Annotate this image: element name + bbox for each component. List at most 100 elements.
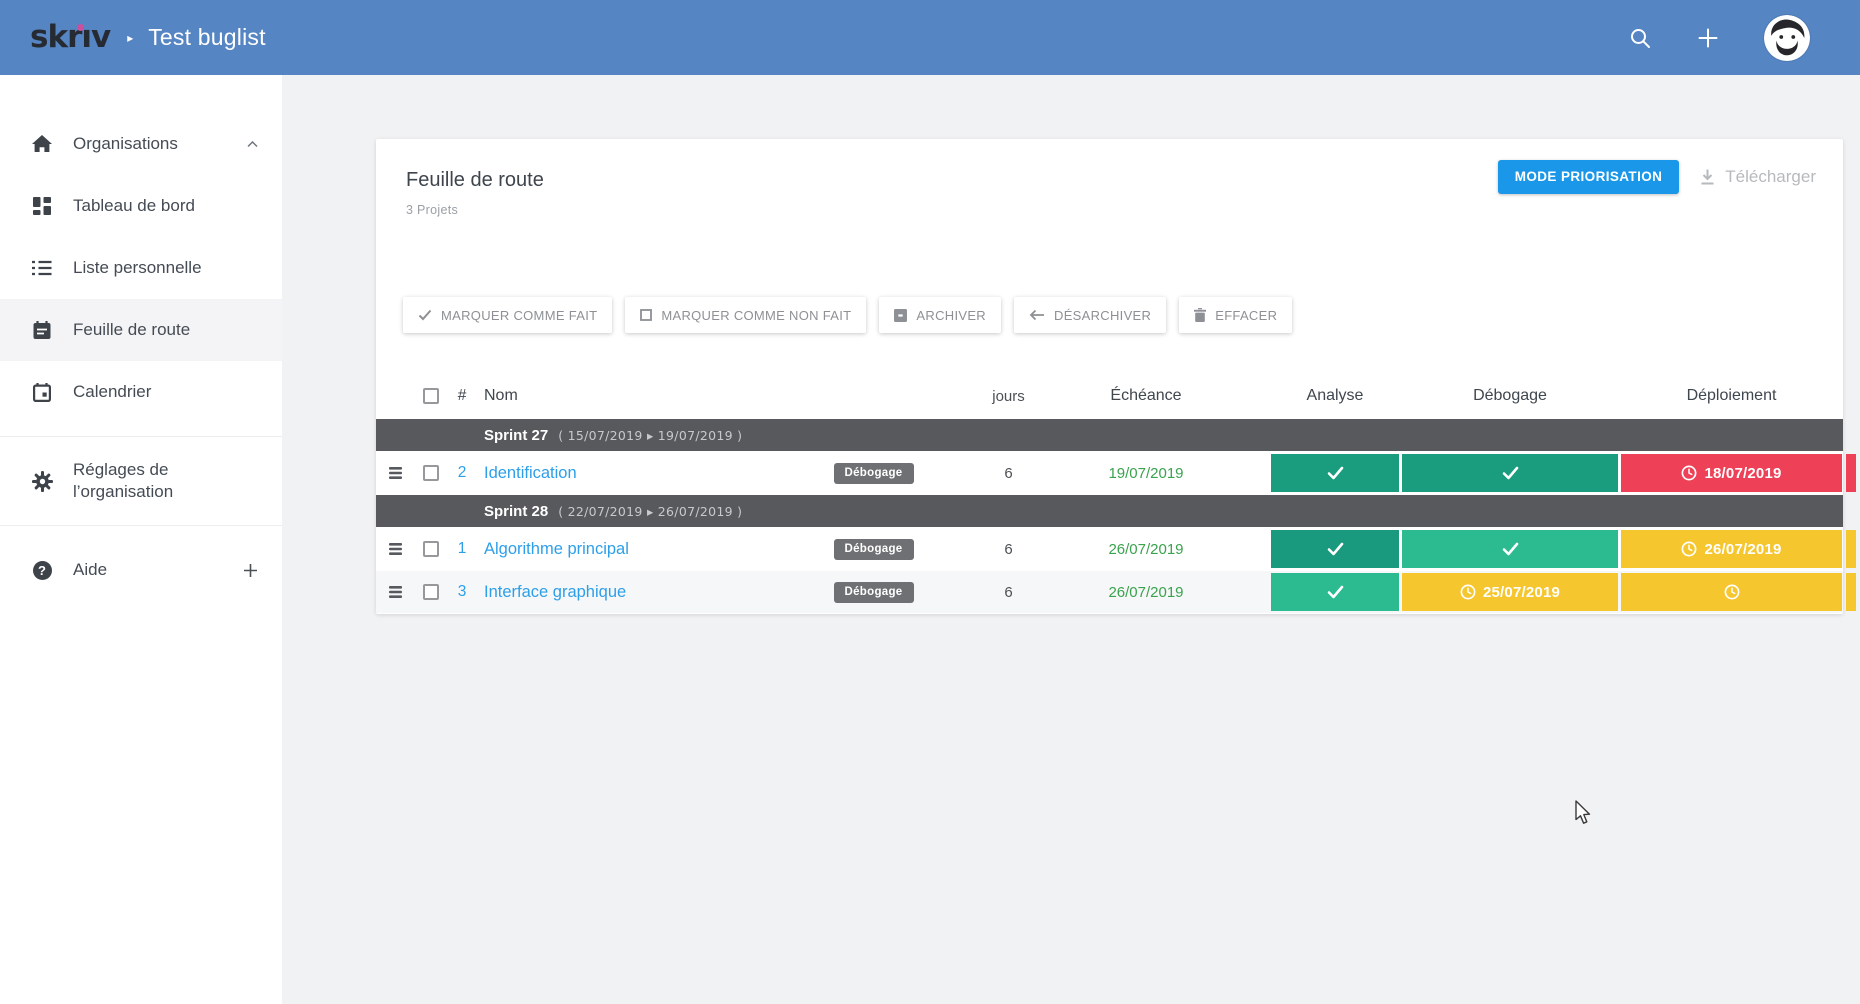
row-number[interactable]: 1	[457, 540, 467, 557]
row-checkbox[interactable]	[423, 541, 439, 557]
desarchiver-button[interactable]: DÉSARCHIVER	[1014, 297, 1167, 333]
analyse-status-cell[interactable]	[1271, 573, 1399, 611]
action-label: MARQUER COMME FAIT	[441, 307, 598, 323]
trash-icon	[1194, 308, 1207, 322]
status-badge: Débogage	[833, 581, 914, 603]
add-icon[interactable]	[1696, 26, 1720, 50]
topbar-actions	[1628, 14, 1860, 61]
plus-icon	[243, 563, 258, 578]
status-badge: Débogage	[833, 462, 914, 484]
sprint-name: Sprint 27	[484, 426, 549, 444]
sidebar-item-reglages-de-l-organisation[interactable]: Réglages de l’organisation	[0, 450, 282, 512]
sidebar-item-liste-personnelle[interactable]: Liste personnelle	[0, 237, 282, 299]
archiver-button[interactable]: ARCHIVER	[879, 297, 1001, 333]
action-label: ARCHIVER	[916, 307, 986, 323]
bulk-actions: MARQUER COMME FAIT MARQUER COMME NON FAIT…	[403, 297, 1293, 333]
sidebar-item-label: Réglages de l’organisation	[73, 460, 174, 501]
roadmap-card: Feuille de route 3 Projets MODE PRIORISA…	[376, 139, 1856, 614]
sidebar-divider	[0, 436, 282, 437]
col-jours: jours	[992, 387, 1025, 405]
col-analyse: Analyse	[1306, 387, 1364, 404]
app-logo[interactable]: skrıv	[30, 19, 111, 55]
drag-handle-icon[interactable]	[388, 543, 402, 555]
status-date: 26/07/2019	[1704, 540, 1782, 558]
sidebar: Organisations Tableau de bord Liste person…	[0, 75, 282, 1004]
col-echeance: Échéance	[1110, 387, 1182, 404]
download-button[interactable]: Télécharger	[1699, 167, 1816, 187]
chevron-up-icon	[247, 140, 258, 148]
col-debogage: Débogage	[1473, 387, 1547, 404]
home-icon	[30, 135, 54, 153]
sprint-header-row: Sprint 28 ( 22/07/2019 ▸ 26/07/2019 )	[376, 495, 1843, 527]
row-checkbox[interactable]	[423, 584, 439, 600]
status-date: 18/07/2019	[1704, 464, 1782, 482]
analyse-status-cell[interactable]	[1271, 454, 1399, 492]
user-avatar[interactable]	[1764, 14, 1810, 61]
sidebar-item-calendrier[interactable]: Calendrier	[0, 361, 282, 423]
project-count: 3 Projets	[406, 203, 459, 217]
arrow-left-icon	[1029, 309, 1045, 321]
sidebar-item-label: Tableau de bord	[73, 196, 195, 215]
status-badge: Débogage	[833, 538, 914, 560]
logo-dot-icon	[77, 24, 84, 31]
deploiement-status-cell[interactable]	[1621, 573, 1842, 611]
sidebar-item-tableau-de-bord[interactable]: Tableau de bord	[0, 175, 282, 237]
row-number[interactable]: 3	[457, 583, 467, 600]
page-title: Feuille de route	[406, 169, 544, 191]
due-date: 26/07/2019	[1108, 583, 1184, 601]
archive-icon	[894, 308, 908, 322]
sprint-date-range: ( 22/07/2019 ▸ 26/07/2019 )	[558, 503, 743, 519]
days-value: 6	[1004, 583, 1013, 601]
dashboard-icon	[30, 197, 54, 215]
table-body: Sprint 27 ( 15/07/2019 ▸ 19/07/2019 ) 2 …	[376, 419, 1856, 613]
col-num: #	[457, 387, 467, 404]
analyse-status-cell[interactable]	[1271, 530, 1399, 568]
row-edge-strip	[1846, 454, 1856, 492]
marquer-comme-fait-button[interactable]: MARQUER COMME FAIT	[403, 297, 613, 333]
topbar: skrıv ▸ Test buglist	[0, 0, 1860, 75]
project-name-link[interactable]: Algorithme principal	[484, 539, 629, 558]
table-row: 3 Interface graphique Débogage 6 26/07/2…	[376, 571, 1856, 613]
project-name-link[interactable]: Interface graphique	[484, 582, 627, 601]
table-row: 1 Algorithme principal Débogage 6 26/07/…	[376, 528, 1856, 570]
table-row: 2 Identification Débogage 6 19/07/2019 1…	[376, 452, 1856, 494]
sidebar-item-label: Liste personnelle	[73, 258, 202, 277]
sidebar-item-feuille-de-route[interactable]: Feuille de route	[0, 299, 282, 361]
deploiement-status-cell[interactable]: 26/07/2019	[1621, 530, 1842, 568]
card-controls: MODE PRIORISATION Télécharger	[1497, 160, 1816, 194]
roadmap-icon	[30, 320, 54, 340]
download-label: Télécharger	[1725, 166, 1816, 186]
debogage-status-cell[interactable]: 25/07/2019	[1402, 573, 1618, 611]
gear-icon	[30, 470, 54, 492]
select-all-checkbox[interactable]	[423, 388, 439, 404]
row-checkbox[interactable]	[423, 465, 439, 481]
col-deploiement: Déploiement	[1686, 387, 1777, 404]
sidebar-item-label: Feuille de route	[73, 320, 191, 339]
main-content: Feuille de route 3 Projets MODE PRIORISA…	[282, 75, 1860, 1004]
logo-text: skrıv	[30, 19, 111, 55]
debogage-status-cell[interactable]	[1402, 530, 1618, 568]
search-icon[interactable]	[1628, 26, 1652, 50]
sidebar-nav: Organisations Tableau de bord Liste person…	[0, 75, 282, 601]
due-date: 26/07/2019	[1108, 540, 1184, 558]
row-edge-strip	[1846, 530, 1856, 568]
drag-handle-icon[interactable]	[388, 467, 402, 479]
breadcrumb-arrow-icon: ▸	[127, 30, 134, 45]
action-label: EFFACER	[1215, 307, 1278, 323]
effacer-button[interactable]: EFFACER	[1179, 297, 1293, 333]
sidebar-divider	[0, 525, 282, 526]
row-number[interactable]: 2	[457, 464, 467, 481]
table-header: # Nom jours Échéance Analyse Débogage Dé…	[376, 374, 1843, 418]
deploiement-status-cell[interactable]: 18/07/2019	[1621, 454, 1842, 492]
action-label: MARQUER COMME NON FAIT	[661, 307, 852, 323]
sidebar-item-organisations[interactable]: Organisations	[0, 113, 282, 175]
action-label: DÉSARCHIVER	[1054, 307, 1152, 323]
project-name-link[interactable]: Identification	[484, 463, 577, 482]
sidebar-item-aide[interactable]: ? Aide	[0, 539, 282, 601]
marquer-comme-non-fait-button[interactable]: MARQUER COMME NON FAIT	[625, 297, 867, 333]
sprint-date-range: ( 15/07/2019 ▸ 19/07/2019 )	[558, 427, 743, 443]
sprint-header-row: Sprint 27 ( 15/07/2019 ▸ 19/07/2019 )	[376, 419, 1843, 451]
mode-priorisation-button[interactable]: MODE PRIORISATION	[1497, 160, 1680, 194]
drag-handle-icon[interactable]	[388, 586, 402, 598]
debogage-status-cell[interactable]	[1402, 454, 1618, 492]
